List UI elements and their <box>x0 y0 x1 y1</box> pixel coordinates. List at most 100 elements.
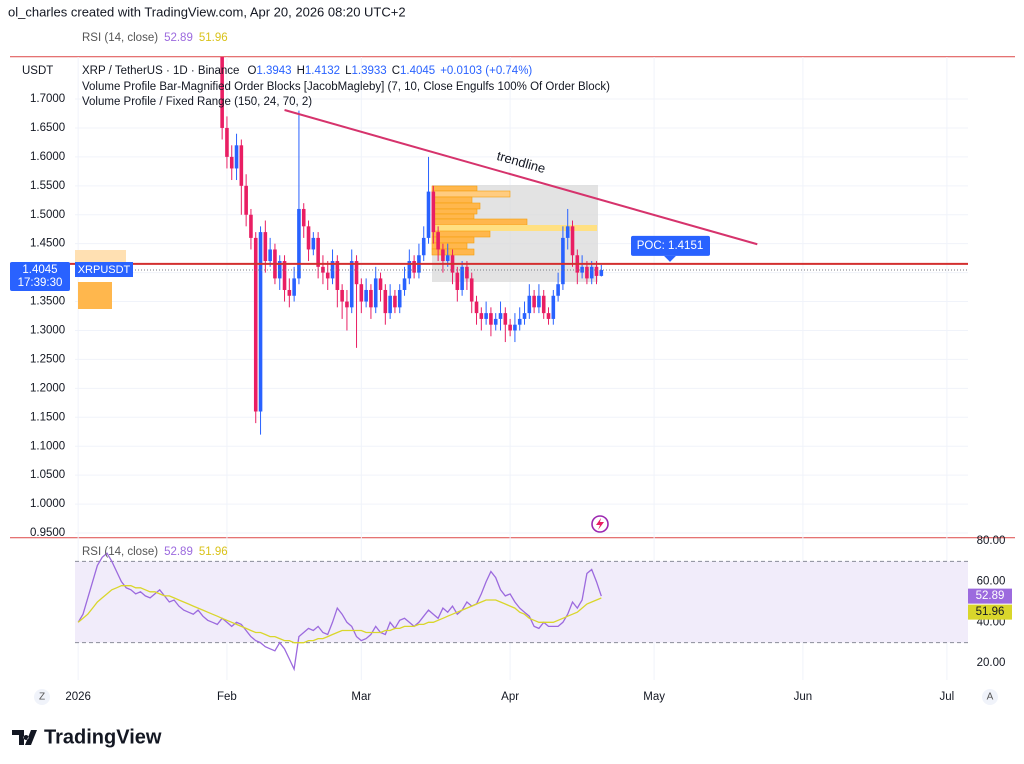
candle-body <box>388 295 392 314</box>
pane-separator <box>10 537 1015 539</box>
candle-body <box>460 266 464 290</box>
volume-bar <box>432 225 597 231</box>
rsi-legend-top: RSI (14, close) 52.89 51.96 <box>82 32 228 44</box>
candle-body <box>589 266 594 279</box>
candle-body <box>517 318 522 325</box>
candle-body <box>378 278 383 290</box>
auto-scale-button[interactable]: Z <box>34 689 50 705</box>
candle-body <box>599 270 604 276</box>
rsi-value-label: 52.89 <box>976 590 1005 602</box>
candle-body <box>436 232 440 250</box>
candle-body <box>282 261 287 290</box>
x-tick-label: 2026 <box>65 691 91 703</box>
alert-bolt[interactable] <box>596 518 604 530</box>
x-tick-label: Feb <box>217 691 237 703</box>
legend-value: 1.4045 <box>400 65 435 77</box>
legend-value: 1.3943 <box>256 65 291 77</box>
button-label[interactable]: Z <box>39 692 45 703</box>
logo-text: TradingView <box>44 726 162 748</box>
button-label[interactable]: A <box>987 692 994 703</box>
candle-body <box>225 127 229 157</box>
y-tick-label: 1.3000 <box>30 325 65 337</box>
candle-body <box>508 324 512 331</box>
candle-body <box>556 284 560 296</box>
x-tick-label: Mar <box>351 691 371 703</box>
y-tick-label: 1.7000 <box>30 93 65 105</box>
candle-body <box>465 266 469 279</box>
trendline <box>284 109 758 246</box>
legend-value: 1.4132 <box>305 65 340 77</box>
candle-body <box>239 145 244 186</box>
rsi-value-label: 51.96 <box>976 606 1005 618</box>
candle-body <box>527 295 532 314</box>
order-block <box>75 250 126 264</box>
candle-body <box>541 295 546 314</box>
symbol-legend: XRP / TetherUS · 1D · Binance O1.3943 H1.4… <box>82 65 532 77</box>
volume-bar <box>431 196 473 204</box>
logo: TradingView <box>12 726 162 748</box>
currency: USDT <box>22 65 53 77</box>
candle-body <box>551 295 556 319</box>
candle-body <box>426 191 431 238</box>
volume-bar <box>431 213 475 220</box>
candle-body <box>258 232 263 412</box>
button-bg[interactable] <box>34 689 50 705</box>
candle-body <box>455 272 460 290</box>
y-tick-label: 1.5000 <box>30 209 65 221</box>
pane-separator <box>10 56 1015 58</box>
candle-body <box>474 301 479 314</box>
candle-body <box>345 301 349 308</box>
rsi-band-fill <box>75 561 968 643</box>
candle-body <box>407 261 412 279</box>
candle-body <box>565 226 570 238</box>
alert-icon[interactable] <box>591 515 609 533</box>
price-plot <box>220 57 604 435</box>
candle-body <box>287 289 292 296</box>
poc-label-box <box>631 235 710 256</box>
candle-body <box>311 237 316 250</box>
order-block <box>78 282 112 309</box>
rsi-tick-label: 60.00 <box>977 576 1006 588</box>
x-tick-label: May <box>643 691 665 703</box>
rsi-value: 52.89 <box>164 546 193 558</box>
candle-body <box>292 278 296 296</box>
candle-body <box>441 249 445 262</box>
candle-body <box>503 313 508 325</box>
candle-body <box>383 289 388 314</box>
volume-bar <box>431 218 528 226</box>
candle-body <box>306 226 311 250</box>
button-bg[interactable] <box>982 689 998 705</box>
volume-bar <box>431 230 491 238</box>
y-tick-label: 1.5500 <box>30 180 65 192</box>
price-tag-countdown: 17:39:30 <box>18 277 63 289</box>
rsi-tick-label: 20.00 <box>977 657 1006 669</box>
rsi-title: RSI (14, close) <box>82 546 158 558</box>
y-tick-label: 1.1000 <box>30 440 65 452</box>
credit: ol_charles created with TradingView.com,… <box>8 4 406 19</box>
rsi-line <box>77 552 602 672</box>
rsi-value: 52.89 <box>164 32 193 44</box>
candle-body <box>546 313 551 319</box>
candle-body <box>364 289 368 302</box>
candle-body <box>330 261 335 279</box>
candle-body <box>561 237 565 285</box>
candle-body <box>532 295 536 308</box>
alert-circle[interactable] <box>591 515 609 533</box>
auto-button[interactable]: A <box>982 689 998 705</box>
price-tag-value: 1.4045 <box>22 264 57 276</box>
y-tick-label: 1.3500 <box>30 296 65 308</box>
volume-bar <box>431 208 478 215</box>
poc-label: POC: 1.4151 <box>637 240 703 252</box>
candle-body <box>316 237 320 267</box>
candle-body <box>373 278 378 308</box>
rsi-title: RSI (14, close) <box>82 32 158 44</box>
rsi-ma-value: 51.96 <box>199 546 228 558</box>
rsi-value-box <box>968 604 1012 620</box>
indicator: Volume Profile / Fixed Range (150, 24, 7… <box>82 96 312 108</box>
candle-body <box>268 249 272 262</box>
candle-body <box>522 313 527 319</box>
legend-label: O <box>247 65 256 77</box>
candle-body <box>484 313 488 319</box>
